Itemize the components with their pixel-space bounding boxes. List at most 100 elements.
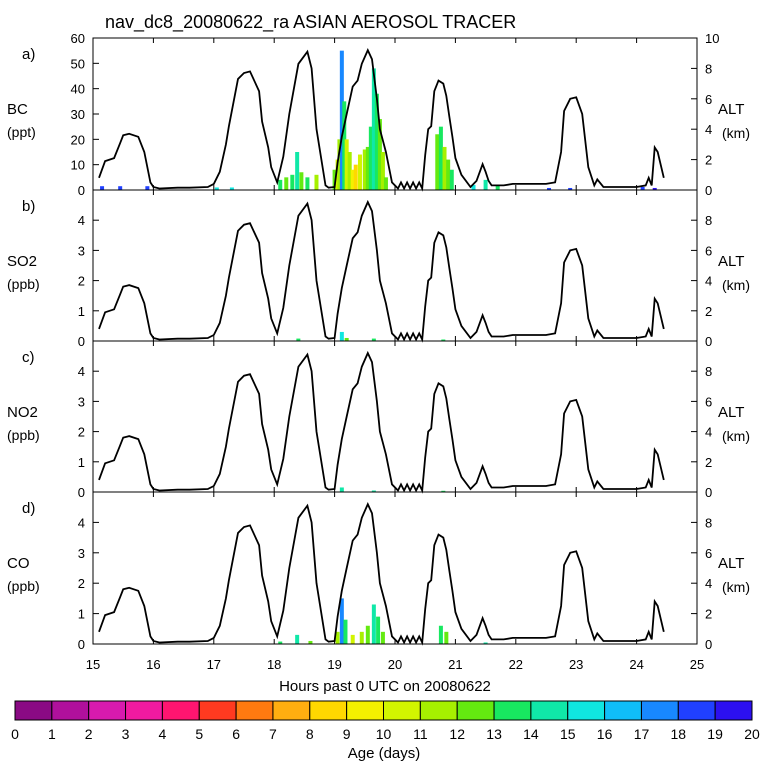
- right-tick-label: 10: [705, 31, 719, 46]
- right-tick-label: 2: [705, 607, 712, 622]
- tracer-bar: [471, 184, 476, 190]
- left-tick-label: 4: [78, 364, 85, 379]
- tracer-bar: [308, 640, 313, 644]
- colorbar-tick-label: 14: [523, 726, 539, 742]
- left-tick-label: 2: [78, 425, 85, 440]
- tracer-bar: [444, 631, 449, 644]
- colorbar-cell: [493, 700, 532, 721]
- alt-label: ALT: [718, 555, 744, 572]
- colorbar-cell: [309, 700, 348, 721]
- colorbar-tick-label: 10: [376, 726, 392, 742]
- tracer-bar: [343, 619, 348, 644]
- tracer-bar: [483, 642, 488, 644]
- tracer-bar: [229, 187, 234, 190]
- x-tick-label: 18: [267, 657, 281, 672]
- tracer-bar: [495, 184, 500, 190]
- left-tick-label: 4: [78, 515, 85, 530]
- tracer-bar: [359, 631, 364, 644]
- colorbar-tick-label: 13: [486, 726, 502, 742]
- right-tick-label: 8: [705, 515, 712, 530]
- tracer-bar: [357, 154, 362, 190]
- right-tick-label: 8: [705, 213, 712, 228]
- tracer-bar: [353, 164, 358, 190]
- colorbar-tick-label: 16: [597, 726, 613, 742]
- left-tick-label: 0: [78, 637, 85, 652]
- colorbar-cell: [419, 700, 458, 721]
- x-tick-label: 21: [448, 657, 462, 672]
- tracer-bar: [652, 187, 657, 190]
- colorbar-cell: [677, 700, 716, 721]
- tracer-bar: [442, 146, 447, 190]
- tracer-bar: [305, 177, 310, 190]
- tracer-bar: [371, 490, 376, 492]
- colorbar-tick-label: 18: [671, 726, 687, 742]
- tracer-bar: [296, 338, 301, 341]
- right-tick-label: 2: [705, 455, 712, 470]
- tracer-bar: [339, 50, 344, 190]
- colorbar-tick-label: 19: [707, 726, 723, 742]
- tracer-bar: [441, 339, 446, 341]
- panel-frame: [92, 189, 698, 342]
- colorbar-tick-label: 11: [413, 726, 428, 742]
- right-tick-label: 0: [705, 334, 712, 349]
- left-tick-label: 4: [78, 213, 85, 228]
- left-tick-label: 50: [71, 56, 85, 71]
- colorbar-cell: [640, 700, 679, 721]
- colorbar-tick-label: 8: [306, 726, 314, 742]
- colorbar: 0 1 2 3 4 5 6 7 8 9 10 11 12 13 14 15 16 17 18 19 20: [11, 700, 760, 742]
- colorbar-tick-label: 9: [343, 726, 351, 742]
- left-tick-label: 0: [78, 183, 85, 198]
- tracer-bar: [278, 641, 283, 644]
- tracer-bar: [347, 152, 352, 190]
- tracer-bar: [435, 134, 440, 190]
- tracer-bar: [365, 146, 370, 190]
- colorbar-tick-label: 20: [744, 726, 760, 742]
- unit-label: (ppb): [7, 427, 40, 443]
- tracer-bar: [376, 616, 381, 644]
- panel-label: d): [22, 500, 35, 517]
- x-tick-label: 15: [86, 657, 100, 672]
- colorbar-cell: [161, 700, 200, 721]
- alt-unit-label: (km): [722, 579, 750, 595]
- left-tick-label: 0: [78, 334, 85, 349]
- x-axis: 15 16 17 18 19 20 21 22 23 24 25: [86, 657, 704, 672]
- tracer-bar: [335, 631, 340, 644]
- left-tick-label: 1: [78, 607, 85, 622]
- tracer-bar: [342, 101, 347, 190]
- right-tick-label: 6: [705, 546, 712, 561]
- altitude-line: [98, 48, 665, 192]
- tracer-bar: [100, 186, 105, 190]
- altitude-line: [98, 199, 665, 343]
- right-tick-label: 0: [705, 637, 712, 652]
- tracer-bar: [441, 490, 446, 492]
- altitude-line: [98, 350, 665, 494]
- tracer-bar: [214, 187, 219, 190]
- tracer-bar: [344, 139, 349, 190]
- x-axis-label: Hours past 0 UTC on 20080622: [279, 678, 491, 695]
- tracer-bar: [380, 631, 385, 644]
- colorbar-cell: [456, 700, 495, 721]
- tracer-bar: [371, 338, 376, 341]
- tracer-bar: [371, 604, 376, 644]
- right-tick-label: 0: [705, 183, 712, 198]
- right-tick-label: 8: [705, 61, 712, 76]
- right-tick-label: 6: [705, 394, 712, 409]
- x-tick-label: 19: [327, 657, 341, 672]
- species-label: SO2: [7, 253, 37, 270]
- x-tick-label: 22: [509, 657, 523, 672]
- tracer-bar: [383, 177, 388, 190]
- tracer-bar: [337, 139, 342, 190]
- colorbar-tick-label: 0: [11, 726, 19, 742]
- right-tick-label: 4: [705, 274, 712, 289]
- species-label: BC: [7, 101, 28, 118]
- panel-frame: [92, 340, 698, 493]
- tracer-bar: [339, 487, 344, 492]
- altitude-line: [98, 502, 665, 646]
- x-tick-label: 23: [569, 657, 583, 672]
- left-tick-label: 1: [78, 455, 85, 470]
- tracer-bar: [118, 186, 123, 190]
- alt-label: ALT: [718, 404, 744, 421]
- colorbar-tick-label: 2: [85, 726, 93, 742]
- left-tick-label: 20: [71, 132, 85, 147]
